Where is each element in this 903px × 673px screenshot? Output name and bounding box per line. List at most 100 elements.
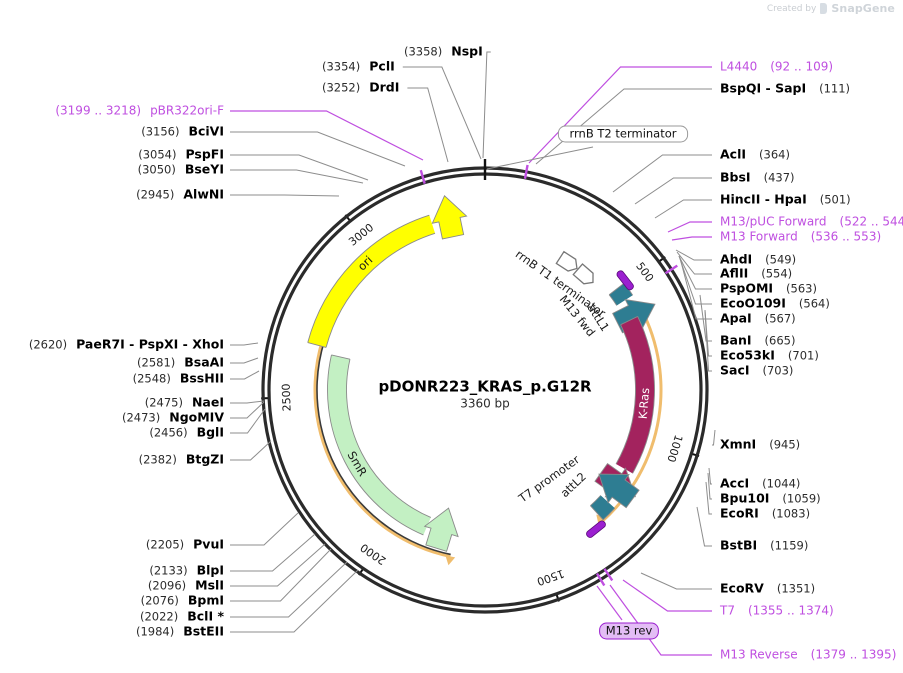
enzyme-position: (3252) (322, 81, 360, 95)
feature-body (590, 495, 615, 520)
m13puc-tick (664, 264, 678, 275)
feature-outline-inner (325, 232, 436, 348)
leader-line (679, 257, 712, 320)
leader-line (612, 154, 712, 193)
enzyme-position: (3354) (322, 60, 360, 74)
ruler-tick-label: 1000 (664, 433, 685, 464)
enzyme-position: (1059) (782, 492, 820, 506)
enzyme-position: (2133) (149, 564, 187, 578)
enzyme-position: (3054) (138, 148, 176, 162)
enzyme-position: (1984) (136, 625, 174, 639)
enzyme-label: NaeI (192, 395, 224, 410)
enzyme-label: BlpI (197, 563, 224, 578)
enzyme-position: (703) (763, 364, 794, 378)
feature-m13-fwd (616, 270, 634, 291)
enzyme-label: MslI (195, 578, 224, 593)
enzyme-position: (2382) (139, 453, 177, 467)
enzyme-label: Bpu10I (720, 491, 769, 506)
enzyme-label: PspFI (185, 147, 224, 162)
boxed-label-m13-rev: M13 rev (599, 622, 659, 640)
leader-line (230, 400, 265, 404)
enzyme-label: AflII (720, 266, 748, 281)
feature-body (327, 354, 431, 535)
ruler-tick-label: 3000 (346, 221, 376, 249)
enzyme-label: AlwNI (183, 187, 224, 202)
leader-line (705, 481, 712, 515)
watermark-brand: SnapGene (831, 2, 895, 15)
leader-line (230, 370, 260, 380)
feature-tail-cap (590, 505, 604, 521)
feature-rrnb-t1-terminator (555, 250, 594, 285)
leader-line (707, 472, 712, 500)
enzyme-position: (2473) (122, 411, 160, 425)
enzyme-label: BssHII (180, 371, 224, 386)
boxed-label-leader (486, 146, 594, 170)
enzyme-position: (1159) (770, 539, 808, 553)
leader-line (230, 548, 332, 602)
leader-line (230, 512, 299, 546)
leader-line (230, 169, 364, 184)
enzyme-position: (2076) (141, 594, 179, 608)
leader-line (230, 357, 259, 364)
feature-smr (327, 354, 459, 552)
enzyme-label: AclI (720, 147, 746, 162)
leader-line (676, 251, 712, 275)
enzyme-position: (501) (820, 193, 851, 207)
enzyme-label: DrdI (369, 80, 399, 95)
leader-line (230, 408, 266, 434)
orf-arc-smr-orf (313, 339, 451, 558)
leader-line (230, 533, 316, 572)
feature-attl2 (590, 473, 640, 521)
leader-line (640, 572, 712, 590)
enzyme-label: BbsI (720, 170, 751, 185)
enzyme-label: BclI * (187, 609, 224, 624)
enzyme-label: BanI (720, 333, 752, 348)
enzyme-position: (665) (765, 334, 796, 348)
leader-line (230, 569, 359, 633)
leader-line (675, 249, 712, 261)
leader-line (402, 66, 482, 160)
enzyme-position: (2205) (146, 538, 184, 552)
leader-line (528, 66, 712, 164)
enzyme-position: (1044) (762, 477, 800, 491)
enzyme-label: SacI (720, 363, 750, 378)
leader-line (230, 401, 265, 419)
enzyme-label: HincII - HpaI (720, 192, 807, 207)
enzyme-position: (1351) (777, 582, 815, 596)
label-group: pBR322ori-F (3199 .. 3218) BciVI (3156) PspF… (29, 44, 903, 662)
enzyme-label: BsaAI (184, 355, 224, 370)
feature-tail-cap (620, 316, 638, 326)
feature-outline-outer (327, 354, 424, 536)
leader-line (230, 561, 348, 618)
enzyme-label: PaeR7I - PspXI - XhoI (76, 337, 224, 352)
enzyme-position: (2456) (149, 426, 187, 440)
feature-label-k-ras: K-Ras (636, 387, 653, 419)
feature-body (609, 283, 633, 306)
leader-line (230, 131, 406, 167)
enzyme-label: EcoO109I (720, 296, 786, 311)
feature-tail-cap (307, 342, 327, 348)
leader-line (654, 199, 712, 219)
enzyme-position: (2548) (133, 372, 171, 386)
enzyme-label: M13 Forward (720, 230, 798, 244)
enzyme-position: (2096) (148, 579, 186, 593)
leader-line (609, 584, 712, 656)
leader-line (699, 294, 712, 342)
feature-arrowhead (598, 473, 640, 509)
enzyme-position: (945) (769, 438, 800, 452)
enzyme-position: (567) (765, 312, 796, 326)
enzyme-position: (536 .. 553) (811, 230, 881, 244)
leader-line (671, 236, 712, 241)
leader-line (708, 467, 712, 485)
enzyme-label: L4440 (720, 60, 757, 74)
enzyme-label: BglI (197, 425, 224, 440)
orf-arrowhead (445, 555, 456, 566)
enzyme-label: Eco53kI (720, 348, 775, 363)
enzyme-position: (3199 .. 3218) (55, 104, 141, 118)
boxed-label-leader (596, 585, 623, 621)
enzyme-position: (2581) (137, 356, 175, 370)
backbone-group (261, 159, 709, 614)
plasmid-size: 3360 bp (460, 397, 510, 411)
leader-line (230, 543, 326, 587)
enzyme-label: T7 (719, 604, 735, 618)
